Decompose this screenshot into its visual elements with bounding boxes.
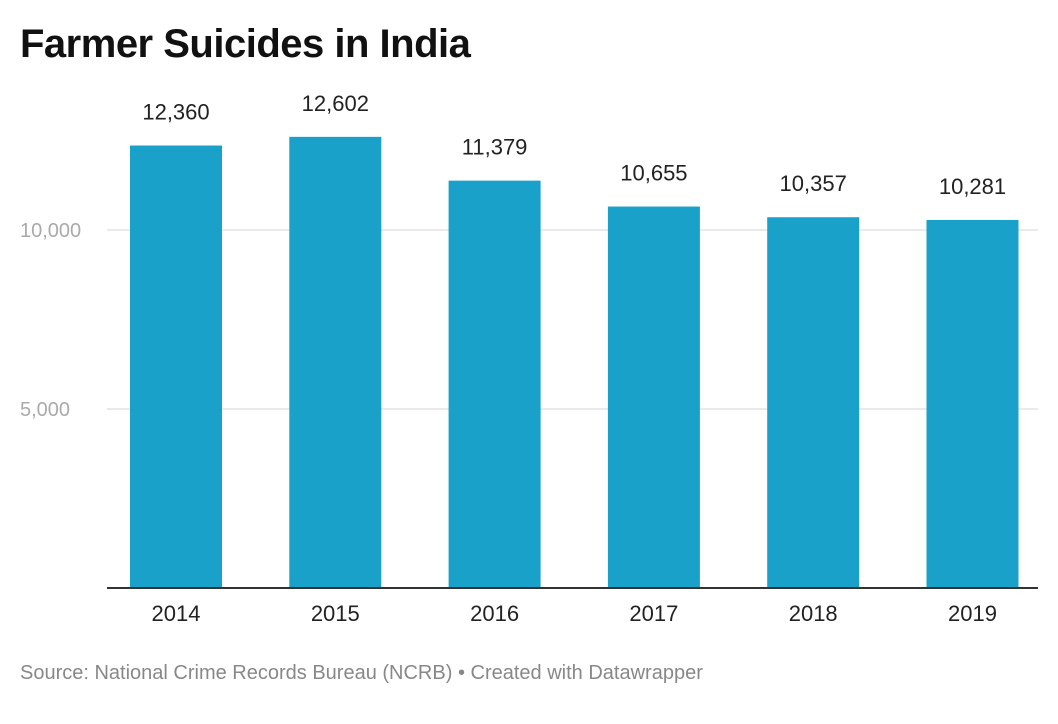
chart-title: Farmer Suicides in India — [20, 22, 471, 66]
bar — [130, 145, 222, 588]
footer: Source: National Crime Records Bureau (N… — [20, 662, 703, 685]
value-label: 12,360 — [142, 100, 209, 125]
source-note: Source: National Crime Records Bureau (N… — [20, 662, 453, 684]
x-tick-label: 2016 — [470, 601, 519, 626]
bar — [767, 217, 860, 588]
bar — [926, 219, 1019, 589]
value-label: 10,281 — [939, 174, 1006, 199]
bar — [607, 206, 700, 588]
value-label: 10,357 — [780, 171, 847, 196]
y-tick-label: 5,000 — [20, 399, 70, 421]
x-tick-label: 2018 — [789, 601, 838, 626]
y-tick-label: 10,000 — [20, 220, 81, 242]
value-label: 12,602 — [302, 91, 369, 116]
credit-note: Created with Datawrapper — [470, 662, 703, 684]
footer-separator: • — [457, 662, 465, 684]
bar — [289, 136, 382, 589]
gridlines — [107, 229, 1038, 410]
x-tick-label: 2015 — [311, 601, 360, 626]
x-tick-label: 2019 — [948, 601, 997, 626]
value-label: 11,379 — [462, 135, 528, 160]
labels: 5,000 10,000 12,360 2014 12,602 2015 11,379 201… — [20, 91, 1006, 626]
x-tick-label: 2017 — [629, 601, 678, 626]
value-label: 10,655 — [620, 161, 687, 186]
x-tick-label: 2014 — [152, 601, 201, 626]
bars — [130, 136, 1019, 589]
bar — [448, 180, 541, 588]
